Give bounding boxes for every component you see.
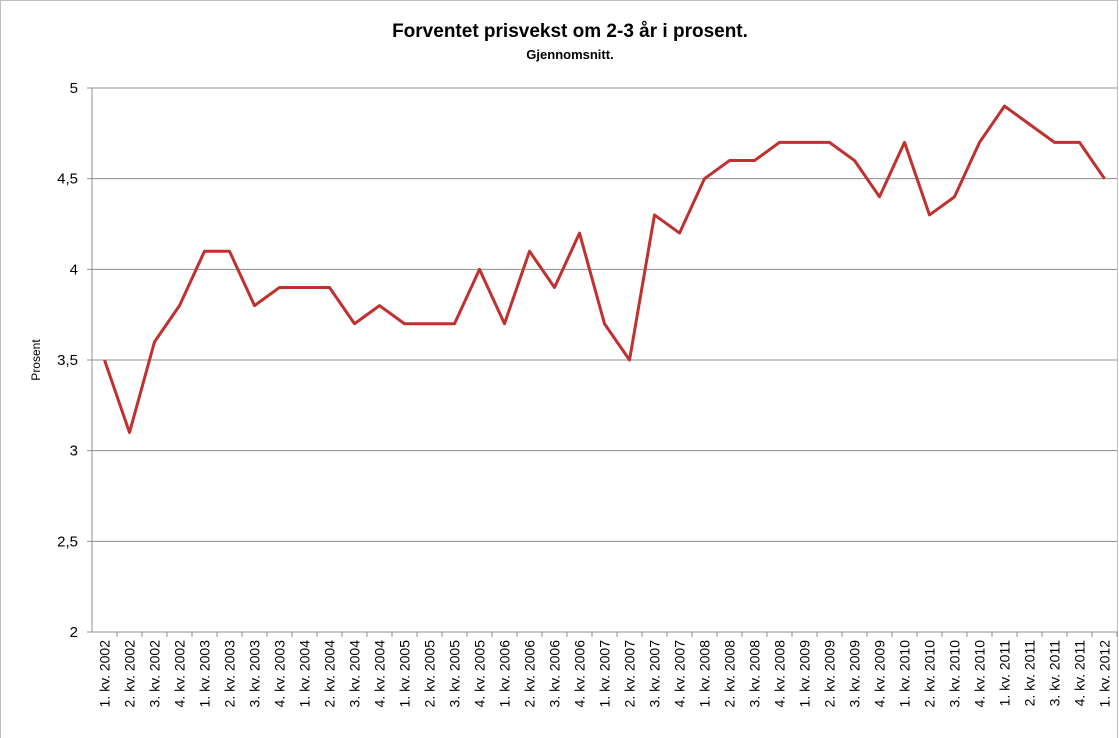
y-tick-label: 4 — [70, 261, 78, 278]
x-tick-label: 3. kv. 2008 — [747, 640, 763, 708]
x-tick-label: 3. kv. 2006 — [547, 640, 563, 708]
x-tick-label: 3. kv. 2007 — [647, 640, 663, 708]
x-tick-label: 3. kv. 2005 — [447, 640, 463, 708]
y-tick-label: 2 — [70, 624, 78, 641]
y-tick-label: 3 — [70, 443, 78, 460]
x-tick-label: 1. kv. 2002 — [97, 640, 113, 708]
x-tick-label: 2. kv. 2011 — [1022, 640, 1038, 707]
x-tick-label: 1. kv. 2007 — [597, 640, 613, 708]
x-tick-label: 1. kv. 2006 — [497, 640, 513, 708]
x-tick-label: 3. kv. 2010 — [947, 640, 963, 708]
y-tick-label: 3,5 — [57, 352, 78, 369]
x-tick-label: 1. kv. 2004 — [297, 640, 313, 708]
x-tick-label: 4. kv. 2003 — [272, 640, 288, 708]
y-tick-label: 4,5 — [57, 171, 78, 188]
x-tick-label: 1. kv. 2003 — [197, 640, 213, 708]
x-tick-label: 2. kv. 2010 — [922, 640, 938, 708]
x-tick-label: 2. kv. 2006 — [522, 640, 538, 708]
x-tick-label: 3. kv. 2004 — [347, 640, 363, 708]
x-tick-label: 1. kv. 2008 — [697, 640, 713, 708]
x-tick-label: 4. kv. 2002 — [172, 640, 188, 708]
x-tick-label: 3. kv. 2011 — [1047, 640, 1063, 707]
x-tick-label: 1. kv. 2005 — [397, 640, 413, 708]
y-axis-label: Prosent — [29, 339, 43, 381]
data-line — [103, 104, 1106, 435]
chart-title: Forventet prisvekst om 2-3 år i prosent. — [392, 21, 748, 42]
x-tick-label: 3. kv. 2009 — [847, 640, 863, 708]
x-tick-label: 1. kv. 2009 — [797, 640, 813, 708]
x-tick-label: 4. kv. 2004 — [372, 640, 388, 708]
x-tick-label: 2. kv. 2003 — [222, 640, 238, 708]
x-tick-label: 4. kv. 2006 — [572, 640, 588, 708]
x-tick-label: 4. kv. 2010 — [972, 640, 988, 708]
x-tick-label: 1. kv. 2010 — [897, 640, 913, 708]
y-tick-label: 5 — [70, 80, 78, 97]
x-tick-label: 1. kv. 2012 — [1097, 640, 1113, 708]
x-tick-label: 2. kv. 2002 — [122, 640, 138, 708]
x-tick-label: 1. kv. 2011 — [997, 640, 1013, 707]
x-tick-label: 4. kv. 2011 — [1072, 640, 1088, 707]
x-tick-label: 3. kv. 2002 — [147, 640, 163, 708]
chart-subtitle: Gjennomsnitt. — [526, 47, 613, 62]
x-tick-label: 2. kv. 2004 — [322, 640, 338, 708]
x-tick-label: 2. kv. 2009 — [822, 640, 838, 708]
x-tick-label: 4. kv. 2009 — [872, 640, 888, 708]
x-tick-label: 2. kv. 2007 — [622, 640, 638, 708]
x-tick-label: 4. kv. 2005 — [472, 640, 488, 708]
x-tick-label: 4. kv. 2008 — [772, 640, 788, 708]
x-tick-label: 2. kv. 2005 — [422, 640, 438, 708]
x-tick-label: 4. kv. 2007 — [672, 640, 688, 708]
y-tick-label: 2,5 — [57, 533, 78, 550]
x-tick-label: 3. kv. 2003 — [247, 640, 263, 708]
x-tick-label: 2. kv. 2008 — [722, 640, 738, 708]
